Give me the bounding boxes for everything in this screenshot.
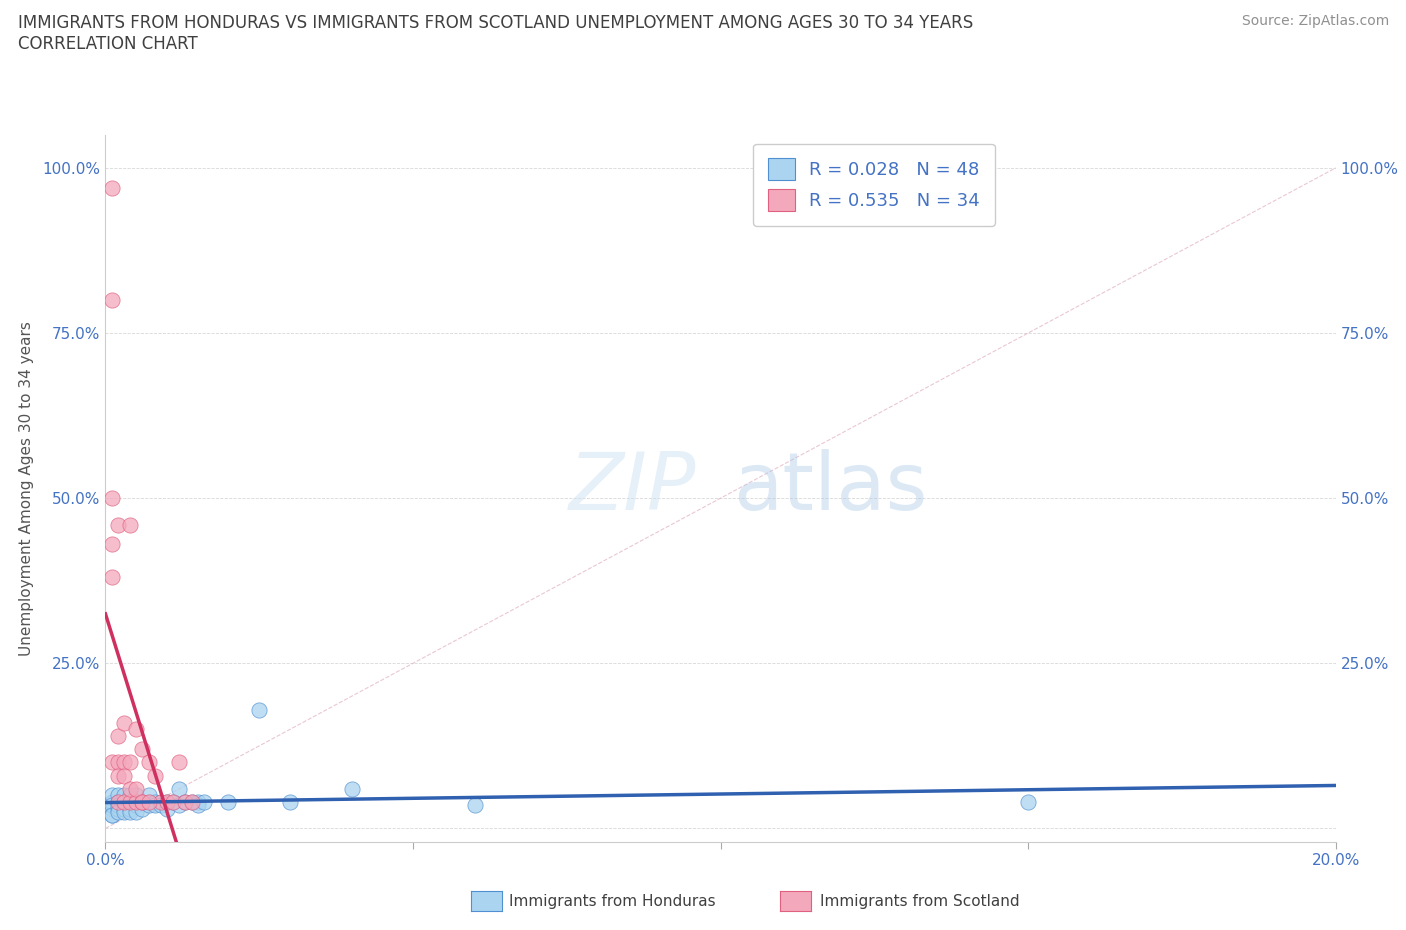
Point — [125, 804, 148, 819]
Point — [138, 755, 160, 770]
Point — [120, 801, 141, 816]
Point — [107, 768, 129, 783]
Point — [120, 794, 141, 809]
Text: Immigrants from Honduras: Immigrants from Honduras — [509, 894, 716, 909]
Point — [247, 702, 270, 717]
Point — [107, 728, 129, 743]
Point — [100, 808, 122, 823]
Point — [149, 794, 172, 809]
Text: Source: ZipAtlas.com: Source: ZipAtlas.com — [1241, 14, 1389, 28]
Point — [143, 768, 166, 783]
Point — [156, 801, 179, 816]
Point — [180, 794, 202, 809]
Point — [125, 794, 148, 809]
Point — [125, 722, 148, 737]
Point — [100, 788, 122, 803]
Point — [125, 794, 148, 809]
Point — [107, 794, 129, 809]
Point — [169, 781, 191, 796]
Point — [107, 517, 129, 532]
Point — [107, 798, 129, 813]
Point — [138, 794, 160, 809]
Point — [112, 794, 135, 809]
Point — [125, 781, 148, 796]
Point — [125, 798, 148, 813]
Point — [180, 794, 202, 809]
Point — [100, 801, 122, 816]
Point — [120, 755, 141, 770]
Point — [120, 788, 141, 803]
Point — [187, 794, 209, 809]
Point — [131, 801, 153, 816]
Point — [149, 794, 172, 809]
Point — [120, 517, 141, 532]
Point — [112, 804, 135, 819]
Point — [112, 794, 135, 809]
Point — [100, 491, 122, 506]
Point — [100, 180, 122, 195]
Point — [125, 788, 148, 803]
Point — [174, 794, 197, 809]
Point — [100, 570, 122, 585]
Point — [156, 794, 179, 809]
Text: atlas: atlas — [733, 449, 927, 527]
Point — [187, 798, 209, 813]
Point — [100, 798, 122, 813]
Point — [112, 755, 135, 770]
Point — [100, 808, 122, 823]
Point — [138, 788, 160, 803]
Point — [107, 801, 129, 816]
Point — [169, 755, 191, 770]
Point — [120, 781, 141, 796]
Point — [120, 794, 141, 809]
Point — [162, 794, 184, 809]
Point — [100, 794, 122, 809]
Point — [107, 804, 129, 819]
Point — [149, 798, 172, 813]
Point — [131, 794, 153, 809]
Point — [112, 715, 135, 730]
Point — [120, 804, 141, 819]
Point — [112, 788, 135, 803]
Point — [100, 755, 122, 770]
Point — [112, 801, 135, 816]
Text: IMMIGRANTS FROM HONDURAS VS IMMIGRANTS FROM SCOTLAND UNEMPLOYMENT AMONG AGES 30 : IMMIGRANTS FROM HONDURAS VS IMMIGRANTS F… — [18, 14, 973, 32]
Point — [143, 798, 166, 813]
Point — [1017, 794, 1039, 809]
Point — [143, 794, 166, 809]
Point — [100, 537, 122, 551]
Point — [218, 794, 240, 809]
Point — [112, 768, 135, 783]
Point — [278, 794, 301, 809]
Point — [107, 794, 129, 809]
Point — [464, 798, 486, 813]
Legend: R = 0.028   N = 48, R = 0.535   N = 34: R = 0.028 N = 48, R = 0.535 N = 34 — [754, 144, 994, 226]
Point — [131, 794, 153, 809]
Point — [340, 781, 363, 796]
Point — [107, 788, 129, 803]
Text: Immigrants from Scotland: Immigrants from Scotland — [820, 894, 1019, 909]
Point — [138, 798, 160, 813]
Point — [100, 293, 122, 308]
Point — [156, 794, 179, 809]
Point — [107, 755, 129, 770]
Point — [169, 798, 191, 813]
Point — [131, 742, 153, 757]
Text: CORRELATION CHART: CORRELATION CHART — [18, 35, 198, 53]
Point — [162, 794, 184, 809]
Point — [174, 794, 197, 809]
Text: ZIP: ZIP — [568, 449, 696, 527]
Y-axis label: Unemployment Among Ages 30 to 34 years: Unemployment Among Ages 30 to 34 years — [20, 321, 34, 656]
Point — [138, 794, 160, 809]
Point — [131, 794, 153, 809]
Point — [193, 794, 215, 809]
